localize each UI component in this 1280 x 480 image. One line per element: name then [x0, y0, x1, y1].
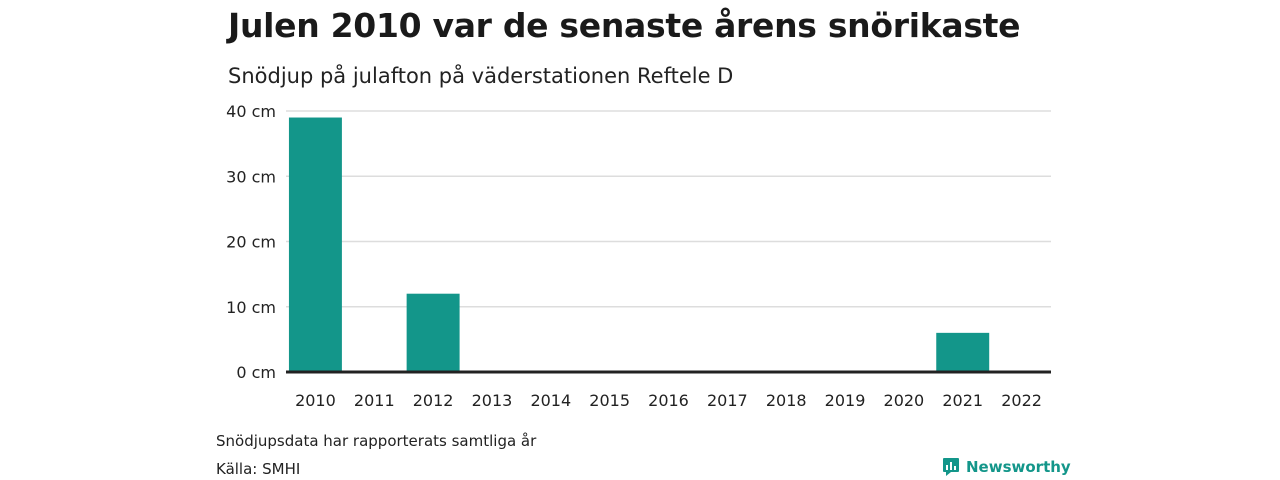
bar-chart: 0 cm 10 cm 20 cm 30 cm 40 cm 2010 2011 2012 2013…: [226, 102, 1051, 410]
x-tick-label: 2014: [530, 391, 571, 410]
y-tick-label: 0 cm: [236, 363, 276, 382]
x-tick-label: 2018: [766, 391, 807, 410]
x-tick-label: 2021: [942, 391, 983, 410]
y-tick-label: 30 cm: [226, 167, 276, 186]
x-tick-label: 2015: [589, 391, 630, 410]
x-tick-label: 2010: [295, 391, 336, 410]
y-tick-label: 40 cm: [226, 102, 276, 121]
x-tick-label: 2016: [648, 391, 689, 410]
y-tick-label: 10 cm: [226, 298, 276, 317]
x-tick-label: 2022: [1001, 391, 1042, 410]
x-tick-label: 2020: [884, 391, 925, 410]
newsworthy-logo[interactable]: Newsworthy: [942, 457, 1071, 477]
chart-title: Julen 2010 var de senaste årens snörikas…: [228, 6, 1021, 45]
x-tick-label: 2017: [707, 391, 748, 410]
source-label: Källa: SMHI: [216, 460, 301, 478]
bar: [936, 332, 990, 372]
x-tick-label: 2012: [413, 391, 454, 410]
chart-subtitle: Snödjup på julafton på väderstationen Re…: [228, 64, 734, 88]
x-tick-label: 2019: [825, 391, 866, 410]
bar: [406, 293, 460, 372]
brand-label: Newsworthy: [966, 458, 1071, 476]
y-tick-label: 20 cm: [226, 233, 276, 252]
x-tick-label: 2011: [354, 391, 395, 410]
bar: [288, 117, 342, 373]
newsworthy-icon: [943, 458, 959, 476]
x-tick-label: 2013: [472, 391, 513, 410]
data-note: Snödjupsdata har rapporterats samtliga å…: [216, 432, 537, 450]
